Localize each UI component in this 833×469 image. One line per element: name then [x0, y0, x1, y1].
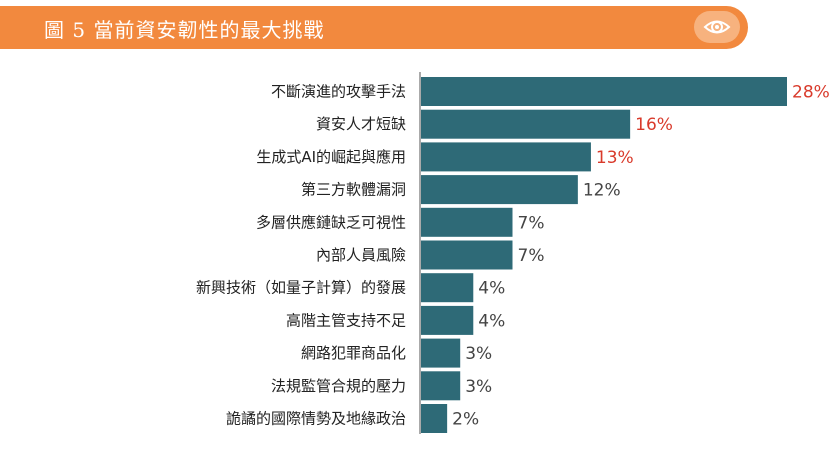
value-label: 12% — [583, 181, 621, 201]
bar — [421, 338, 461, 368]
bar — [421, 404, 448, 433]
bar — [421, 273, 474, 303]
category-label: 生成式AI的崛起與應用 — [256, 148, 406, 166]
value-label: 16% — [635, 115, 673, 135]
bar — [421, 207, 513, 237]
value-label: 3% — [465, 377, 492, 397]
category-label: 詭譎的國際情勢及地緣政治 — [226, 410, 406, 428]
bar — [421, 371, 461, 401]
value-label: 3% — [465, 344, 492, 364]
category-label: 不斷演進的攻擊手法 — [271, 83, 406, 101]
bar — [421, 77, 787, 106]
category-label: 高階主管支持不足 — [286, 311, 406, 329]
value-label: 2% — [452, 410, 479, 430]
value-label: 4% — [478, 311, 505, 331]
eye-icon[interactable] — [694, 11, 740, 43]
category-label: 第三方軟體漏洞 — [301, 181, 406, 199]
figure-title: 圖 5 當前資安韌性的最大挑戰 — [44, 18, 325, 42]
category-label: 資安人才短缺 — [316, 115, 406, 133]
bar — [421, 240, 513, 270]
bar — [421, 175, 578, 205]
value-label: 7% — [518, 213, 545, 233]
category-label: 內部人員風險 — [316, 246, 406, 264]
bar — [421, 142, 591, 172]
bar — [421, 109, 631, 139]
category-label: 法規監管合規的壓力 — [271, 377, 406, 395]
value-label: 28% — [792, 83, 830, 103]
category-label: 新興技術（如量子計算）的發展 — [196, 279, 406, 297]
value-label: 4% — [478, 279, 505, 299]
category-label: 網路犯罪商品化 — [301, 344, 406, 362]
category-label: 多層供應鏈缺乏可視性 — [256, 213, 406, 231]
bar — [421, 305, 474, 335]
header-banner: 圖 5 當前資安韌性的最大挑戰 — [0, 6, 748, 49]
value-label: 7% — [518, 246, 545, 266]
value-label: 13% — [596, 148, 634, 168]
